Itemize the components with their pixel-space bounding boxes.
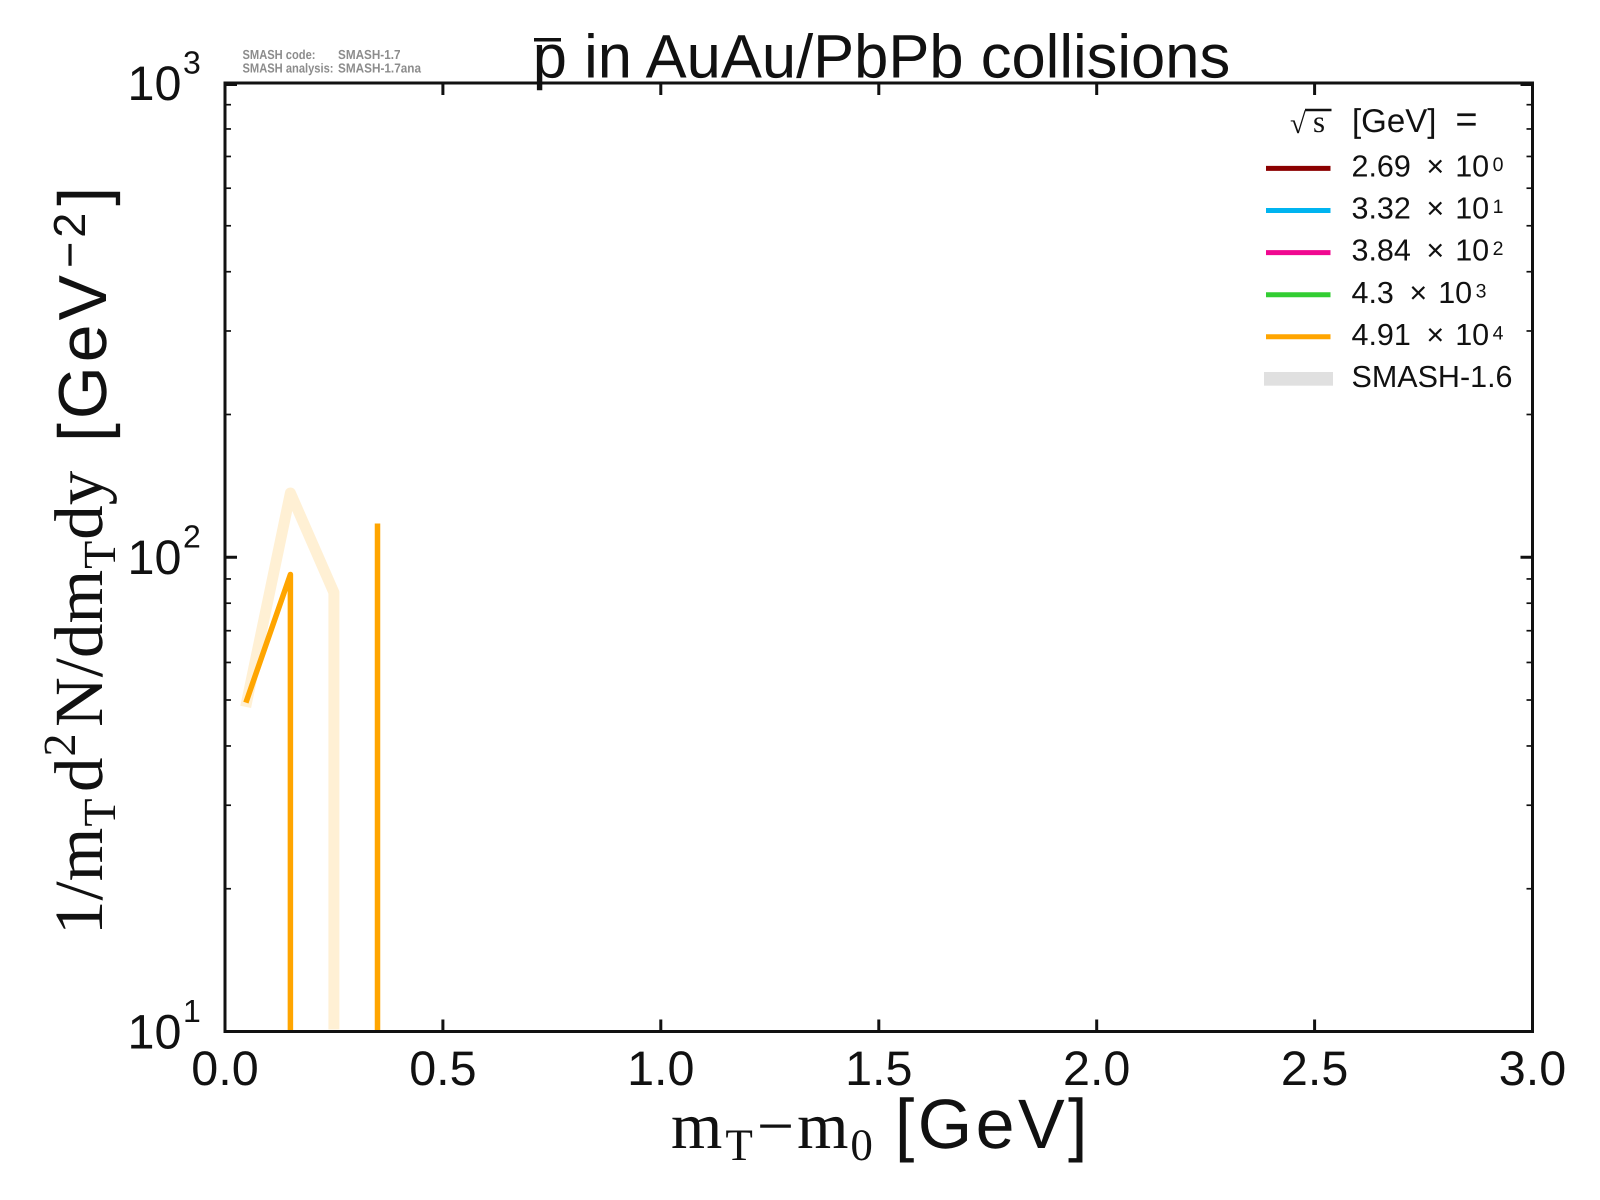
svg-text:3.84×102: 3.84 × 10 2 bbox=[1352, 234, 1504, 268]
svg-text:[GeV−2]: [GeV−2] bbox=[44, 183, 121, 442]
svg-text:SMASH code:: SMASH code: bbox=[243, 47, 316, 62]
svg-text:SMASH-1.7ana: SMASH-1.7ana bbox=[338, 61, 422, 76]
svg-text:10: 10 bbox=[128, 1005, 182, 1059]
svg-text:2.5: 2.5 bbox=[1281, 1042, 1348, 1096]
svg-text:1.5: 1.5 bbox=[845, 1042, 912, 1096]
svg-text:3: 3 bbox=[183, 44, 201, 80]
svg-text:SMASH analysis:: SMASH analysis: bbox=[243, 61, 334, 76]
svg-text:SMASH-1.6: SMASH-1.6 bbox=[1352, 360, 1513, 394]
svg-text:2.69×100: 2.69 × 10 0 bbox=[1352, 150, 1504, 184]
svg-text:2.0: 2.0 bbox=[1063, 1042, 1130, 1096]
svg-text:p in AuAu/PbPb collisions: p in AuAu/PbPb collisions bbox=[533, 23, 1230, 92]
svg-text:3.32×101: 3.32 × 10 1 bbox=[1352, 192, 1504, 226]
svg-text:[GeV]=: [GeV] = bbox=[1352, 99, 1478, 141]
svg-text:1/mTd2N/dmTdy: 1/mTd2N/dmTdy bbox=[34, 470, 125, 935]
svg-text:SMASH-1.7: SMASH-1.7 bbox=[338, 47, 401, 62]
svg-text:10: 10 bbox=[128, 57, 182, 111]
svg-text:2: 2 bbox=[183, 519, 201, 555]
svg-text:√: √ bbox=[1290, 108, 1306, 140]
svg-text:mT−m0[GeV]: mT−m0 [GeV] bbox=[671, 1085, 1091, 1170]
svg-text:s: s bbox=[1313, 104, 1325, 139]
svg-text:3.0: 3.0 bbox=[1499, 1042, 1566, 1096]
svg-text:4.91×104: 4.91 × 10 4 bbox=[1352, 318, 1504, 352]
svg-text:1: 1 bbox=[183, 993, 201, 1029]
svg-text:0.0: 0.0 bbox=[191, 1042, 258, 1096]
svg-text:0.5: 0.5 bbox=[409, 1042, 476, 1096]
svg-text:1.0: 1.0 bbox=[627, 1042, 694, 1096]
svg-text:10: 10 bbox=[128, 531, 182, 585]
svg-text:4.3×103: 4.3 × 10 3 bbox=[1352, 276, 1487, 310]
